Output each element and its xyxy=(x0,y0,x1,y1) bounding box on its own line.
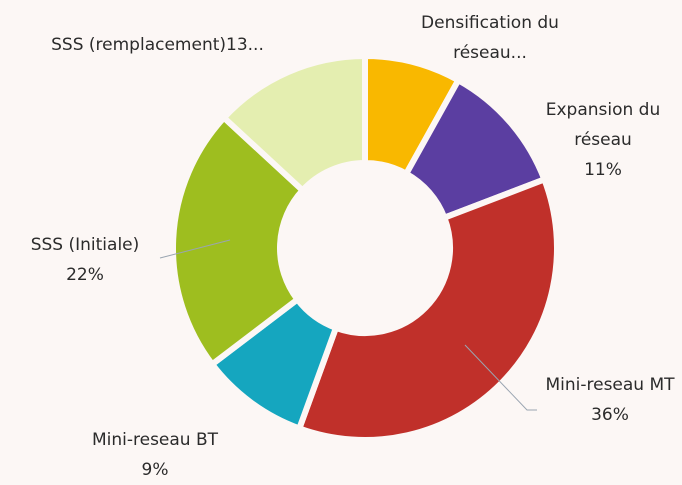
value-label: 22% xyxy=(66,265,104,285)
category-label: SSS (Initiale) xyxy=(30,235,140,255)
category-label: Expansion du réseau xyxy=(545,100,661,150)
leader-line xyxy=(159,239,231,259)
category-label: Mini-reseau MT xyxy=(545,375,675,395)
value-label: 9% xyxy=(141,460,169,480)
value-label: 13... xyxy=(226,35,264,55)
value-label: 36% xyxy=(591,405,629,425)
slice-label: Mini-reseau BT 9% xyxy=(45,425,265,485)
chart xyxy=(159,53,560,443)
value-label: 11% xyxy=(584,160,622,180)
slices xyxy=(170,53,560,443)
slice-label: SSS (Initiale) 22% xyxy=(5,230,165,290)
slice xyxy=(220,53,368,194)
slice xyxy=(296,176,560,443)
category-label: Densification du réseau... xyxy=(421,13,559,63)
slice xyxy=(170,114,306,368)
slice-label: Densification du réseau... xyxy=(400,8,580,68)
page: Densification du réseau... Expansion du r… xyxy=(5,8,678,480)
slice-label: Expansion du réseau 11% xyxy=(528,95,678,185)
slice-label: SSS (remplacement)13... xyxy=(50,30,265,60)
slice-label: Mini-reseau MT 36% xyxy=(545,370,675,430)
category-label: SSS (remplacement) xyxy=(51,35,227,55)
leader-line xyxy=(464,344,537,411)
category-label: Mini-reseau BT xyxy=(91,430,219,450)
